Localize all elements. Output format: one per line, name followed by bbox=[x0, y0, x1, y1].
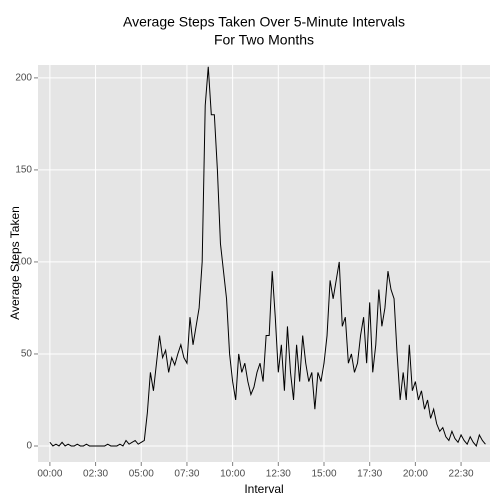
y-tick-label: 50 bbox=[21, 349, 33, 360]
y-axis-label: Average Steps Taken bbox=[8, 206, 22, 320]
chart-title: Average Steps Taken Over 5-Minute Interv… bbox=[123, 14, 405, 30]
chart-subtitle: For Two Months bbox=[214, 32, 314, 48]
x-tick-label: 17:30 bbox=[357, 469, 382, 480]
y-tick-label: 0 bbox=[26, 441, 32, 452]
x-tick-label: 00:00 bbox=[37, 469, 62, 480]
x-tick-label: 15:00 bbox=[311, 469, 336, 480]
x-tick-label: 05:00 bbox=[129, 469, 154, 480]
x-tick-label: 22:30 bbox=[449, 469, 474, 480]
x-tick-label: 12:30 bbox=[266, 469, 291, 480]
y-tick-label: 200 bbox=[15, 73, 32, 84]
y-tick-label: 100 bbox=[15, 257, 32, 268]
x-tick-label: 10:00 bbox=[220, 469, 245, 480]
x-tick-label: 02:30 bbox=[83, 469, 108, 480]
line bbox=[49, 66, 486, 448]
y-tick-label: 150 bbox=[15, 165, 32, 176]
panel bbox=[38, 65, 490, 462]
x-tick-label: 07:30 bbox=[174, 469, 199, 480]
x-axis-label: Interval bbox=[244, 482, 283, 496]
x-tick-label: 20:00 bbox=[403, 469, 428, 480]
